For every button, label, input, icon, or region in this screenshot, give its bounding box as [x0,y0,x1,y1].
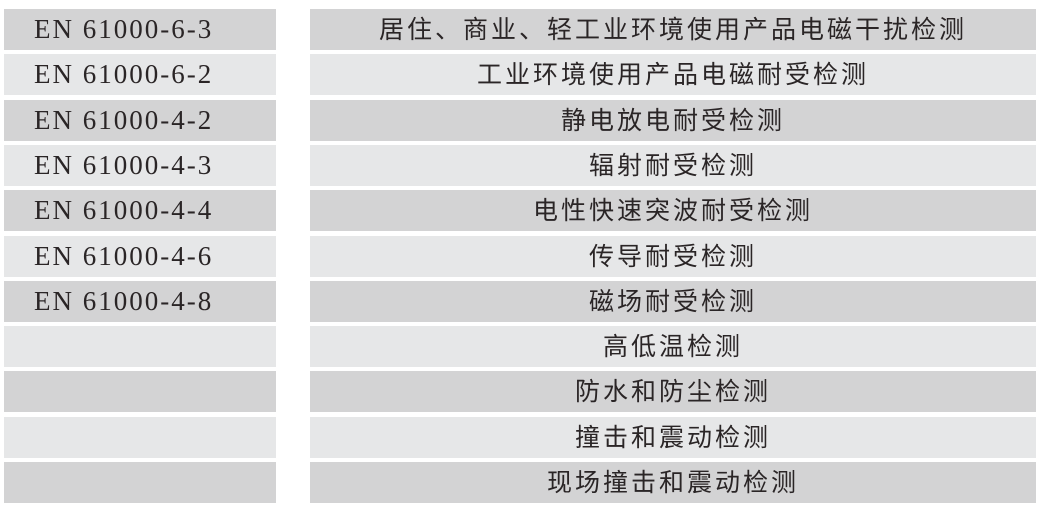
table-row: 现场撞击和震动检测 [0,462,1048,503]
standard-cell: EN 61000-4-8 [4,280,276,322]
standard-cell [4,462,276,503]
standard-cell: EN 61000-4-4 [4,190,276,232]
test-name-cell: 工业环境使用产品电磁耐受检测 [310,54,1036,96]
test-name-cell: 传导耐受检测 [310,235,1036,277]
test-name-cell: 现场撞击和震动检测 [310,462,1036,503]
test-name-cell: 静电放电耐受检测 [310,99,1036,141]
table-row: EN 61000-6-2 工业环境使用产品电磁耐受检测 [0,54,1048,96]
standard-cell: EN 61000-6-2 [4,54,276,96]
standard-cell [4,326,276,368]
test-name-cell: 防水和防尘检测 [310,371,1036,413]
standard-cell: EN 61000-4-6 [4,235,276,277]
test-name-cell: 电性快速突波耐受检测 [310,190,1036,232]
standard-cell [4,371,276,413]
standard-cell: EN 61000-4-3 [4,144,276,186]
table-row: EN 61000-4-2 静电放电耐受检测 [0,99,1048,141]
table-row: EN 61000-4-3 辐射耐受检测 [0,144,1048,186]
table-row: EN 61000-4-4 电性快速突波耐受检测 [0,190,1048,232]
table-row: 防水和防尘检测 [0,371,1048,413]
test-name-cell: 高低温检测 [310,326,1036,368]
test-name-cell: 磁场耐受检测 [310,280,1036,322]
table-row: 高低温检测 [0,326,1048,368]
standard-cell: EN 61000-4-2 [4,99,276,141]
table-row: EN 61000-4-6 传导耐受检测 [0,235,1048,277]
test-name-cell: 撞击和震动检测 [310,416,1036,458]
table-row: EN 61000-6-3 居住、商业、轻工业环境使用产品电磁干扰检测 [0,9,1048,50]
test-name-cell: 居住、商业、轻工业环境使用产品电磁干扰检测 [310,9,1036,50]
table-row: 撞击和震动检测 [0,416,1048,458]
table-row: EN 61000-4-8 磁场耐受检测 [0,280,1048,322]
standard-cell [4,416,276,458]
standard-cell: EN 61000-6-3 [4,9,276,50]
test-name-cell: 辐射耐受检测 [310,144,1036,186]
